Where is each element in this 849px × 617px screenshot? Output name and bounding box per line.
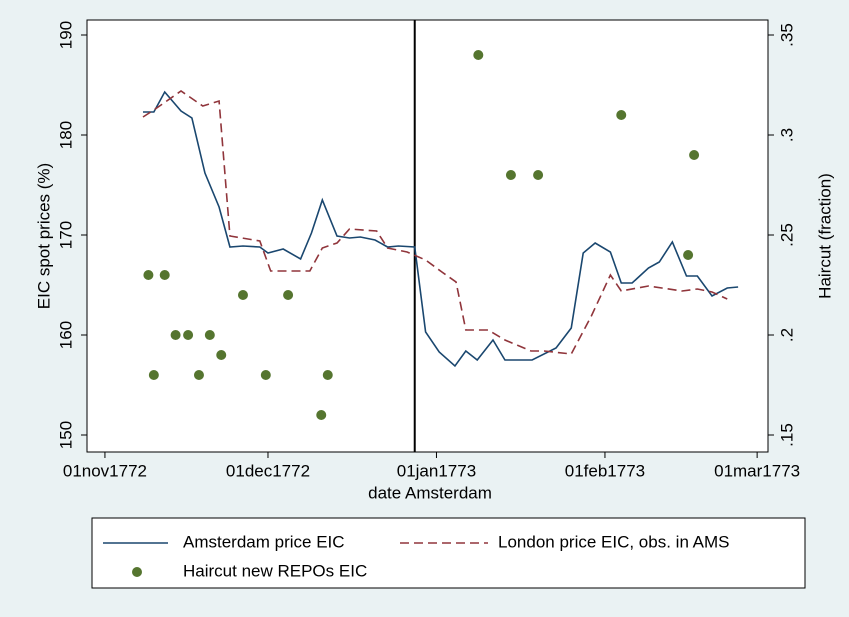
legend-label: London price EIC, obs. in AMS: [498, 532, 730, 551]
legend: [91, 517, 806, 589]
x-tick-label: 01dec1772: [226, 461, 310, 480]
y2-tick-label: .3: [777, 128, 796, 142]
legend-label: Amsterdam price EIC: [183, 532, 345, 551]
point: [533, 170, 544, 180]
y-tick-label: 160: [56, 321, 75, 349]
plot-area: [86, 19, 769, 453]
x-tick-label: 01mar1773: [714, 461, 800, 480]
x-tick-label: 01feb1773: [565, 461, 645, 480]
y2-tick-label: .35: [777, 23, 796, 47]
point: [283, 290, 294, 300]
point: [170, 330, 181, 340]
y-axis-label: EIC spot prices (%): [34, 163, 53, 309]
point: [689, 150, 700, 160]
y-tick-label: 190: [56, 21, 75, 49]
x-tick-label: 01jan1773: [397, 461, 476, 480]
series-line: [142, 90, 728, 355]
legend-label: Haircut new REPOs EIC: [183, 561, 367, 580]
point: [204, 330, 215, 340]
x-tick-label: 01nov1772: [63, 461, 147, 480]
point: [505, 170, 516, 180]
legend-swatch: [132, 567, 142, 577]
point: [193, 370, 204, 380]
y-tick-label: 170: [56, 221, 75, 249]
y-tick-label: 180: [56, 121, 75, 149]
point: [143, 270, 154, 280]
point: [316, 410, 327, 420]
y2-tick-label: .2: [777, 328, 796, 342]
point: [159, 270, 170, 280]
point: [616, 110, 627, 120]
point: [183, 330, 194, 340]
point: [683, 250, 694, 260]
y2-axis-label: Haircut (fraction): [815, 173, 834, 299]
point: [216, 350, 227, 360]
point: [322, 370, 333, 380]
y-tick-label: 150: [56, 421, 75, 449]
y2-tick-label: .15: [777, 423, 796, 447]
point: [260, 370, 271, 380]
point: [237, 290, 248, 300]
x-axis-label: date Amsterdam: [368, 483, 492, 502]
y2-tick-label: .25: [777, 223, 796, 247]
point: [148, 370, 159, 380]
series-line: [142, 90, 739, 368]
point: [473, 50, 484, 60]
